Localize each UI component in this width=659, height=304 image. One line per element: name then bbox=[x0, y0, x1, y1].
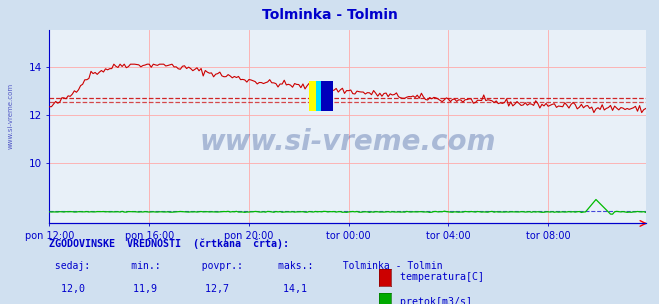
Bar bbox=[309, 81, 323, 112]
Text: 12,0        11,9        12,7         14,1: 12,0 11,9 12,7 14,1 bbox=[49, 284, 308, 294]
Text: www.si-vreme.com: www.si-vreme.com bbox=[8, 82, 14, 149]
Text: www.si-vreme.com: www.si-vreme.com bbox=[200, 128, 496, 156]
Text: Tolminka - Tolmin: Tolminka - Tolmin bbox=[262, 8, 397, 22]
Text: sedaj:       min.:       povpr.:      maks.:     Tolminka - Tolmin: sedaj: min.: povpr.: maks.: Tolminka - T… bbox=[49, 261, 443, 271]
Text: pretok[m3/s]: pretok[m3/s] bbox=[394, 297, 472, 304]
Text: temperatura[C]: temperatura[C] bbox=[394, 272, 484, 282]
Text: ZGODOVINSKE  VREDNOSTI  (črtkana  črta):: ZGODOVINSKE VREDNOSTI (črtkana črta): bbox=[49, 239, 289, 249]
Bar bbox=[321, 81, 333, 112]
Bar bbox=[316, 81, 328, 112]
